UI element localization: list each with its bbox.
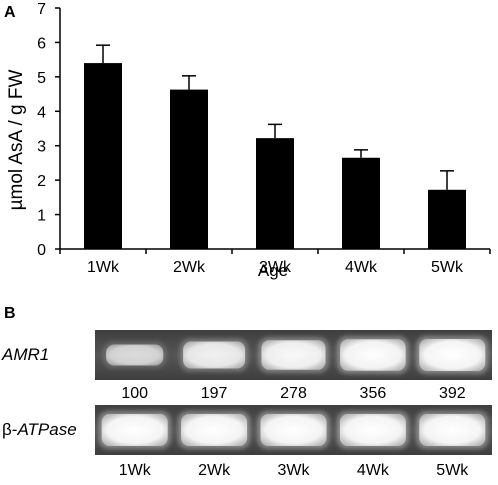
- band-value: 392: [439, 385, 466, 402]
- lane-label: 2Wk: [198, 462, 231, 479]
- gel-image: AMR1 β-ATPase 100 197 278 356 392 1Wk 2Wk 3Wk 4Wk 5…: [1, 330, 492, 479]
- bar: [170, 89, 208, 250]
- lane-label: 1Wk: [119, 462, 152, 479]
- y-tick-label: 2: [37, 173, 46, 190]
- bar: [428, 189, 466, 249]
- x-tick-label: 4Wk: [345, 259, 378, 276]
- lane-label: 5Wk: [436, 462, 469, 479]
- gel-row-label-prefix: β-: [2, 420, 17, 439]
- y-tick-label: 7: [37, 1, 46, 18]
- panel-a-label: A: [4, 4, 16, 21]
- band-value: 278: [280, 385, 307, 402]
- gel-row-label: AMR1: [1, 345, 49, 364]
- gel-band: [340, 339, 406, 371]
- gel-row-label: β-ATPase: [2, 420, 77, 439]
- gel-band: [419, 414, 486, 446]
- y-tick-label: 5: [37, 70, 46, 87]
- x-tick-label: 2Wk: [173, 259, 206, 276]
- panel-b-label: B: [4, 305, 16, 322]
- gel-band: [261, 340, 326, 370]
- y-tick-label: 3: [37, 139, 46, 156]
- band-value: 100: [121, 385, 148, 402]
- bar: [342, 157, 380, 249]
- gel-band: [106, 344, 164, 366]
- band-value: 197: [201, 385, 228, 402]
- bar: [256, 138, 294, 249]
- x-tick-label: 1Wk: [87, 259, 120, 276]
- x-tick-label: 5Wk: [431, 259, 464, 276]
- y-tick-label: 4: [37, 104, 46, 121]
- gel-band: [181, 414, 248, 446]
- gel-band: [183, 341, 246, 369]
- gel-band: [260, 414, 327, 446]
- plot-area: 0 1 2 3 4 5 6 7 1Wk 2Wk 3Wk 4Wk 5Wk: [37, 1, 491, 276]
- lane-label: 3Wk: [278, 462, 311, 479]
- x-tick-label: 3Wk: [259, 259, 292, 276]
- x-axis-label: Age: [258, 261, 288, 280]
- y-axis-label: µmol AsA / g FW: [6, 70, 27, 211]
- y-tick-label: 6: [37, 35, 46, 52]
- lane-label: 4Wk: [357, 462, 390, 479]
- band-value: 356: [360, 385, 387, 402]
- bar: [84, 63, 122, 250]
- y-tick-label: 0: [37, 242, 46, 259]
- y-tick-label: 1: [37, 208, 46, 225]
- gel-band: [419, 339, 486, 371]
- gel-row-label-name: ATPase: [16, 420, 76, 439]
- gel-band: [101, 414, 168, 446]
- gel-band: [339, 414, 406, 446]
